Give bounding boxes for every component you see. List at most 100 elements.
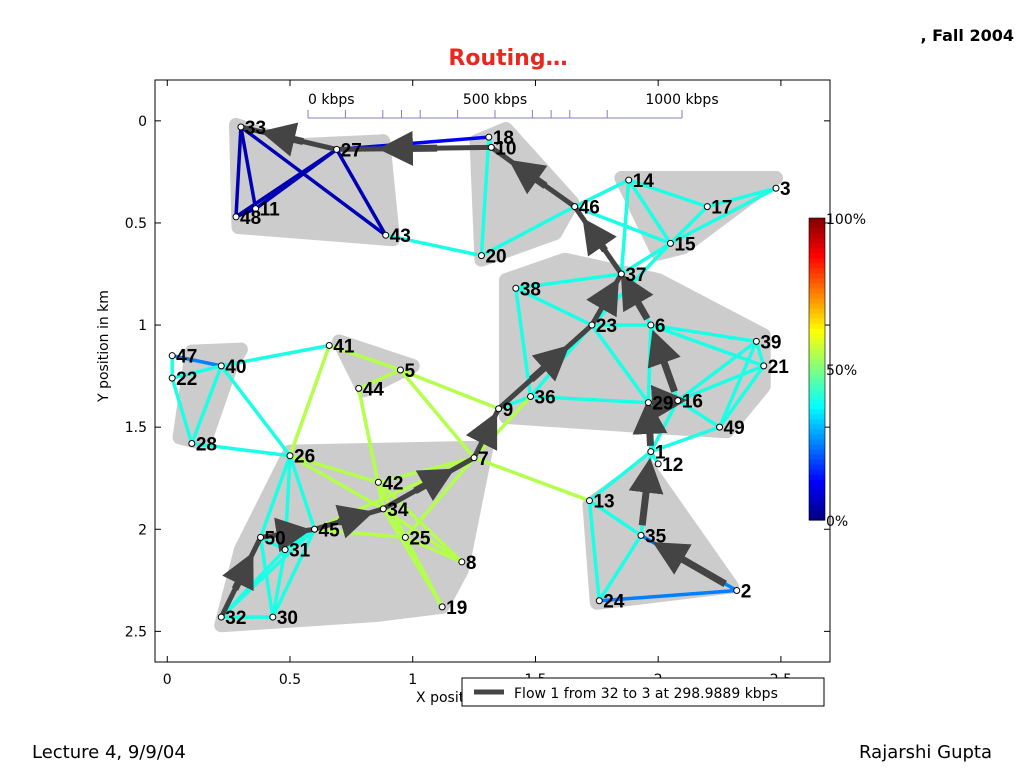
node-point [252, 205, 260, 213]
node-point [281, 546, 289, 554]
colorbar-band [809, 363, 825, 370]
course-label: , Fall 2004 [920, 26, 1014, 45]
colorbar-band [809, 374, 825, 380]
node-point [470, 454, 478, 462]
node-label-41: 41 [333, 336, 355, 357]
link-line [668, 186, 778, 246]
link-line [403, 535, 444, 609]
node-label-29: 29 [652, 394, 673, 415]
colorbar-band [809, 343, 825, 350]
node-label-11: 11 [260, 200, 281, 221]
plot-frame [154, 79, 831, 663]
link-line [190, 441, 292, 458]
node-label-26: 26 [294, 447, 315, 468]
node-label-5: 5 [404, 361, 415, 382]
y-tick-label: 2 [138, 522, 147, 538]
colorbar-band [809, 499, 825, 506]
slide-title: Routing… [448, 46, 568, 71]
colorbar-band [809, 419, 825, 425]
node-label-25: 25 [409, 528, 431, 549]
link-line [649, 323, 759, 344]
colorbar-band [809, 263, 825, 269]
flow-arrow [508, 159, 548, 195]
colorbar-band [809, 444, 825, 451]
node-label-15: 15 [674, 234, 696, 255]
colorbar-label: 50% [826, 363, 857, 379]
colorbar-band [809, 253, 825, 259]
node-point [458, 558, 466, 566]
link-line [676, 339, 759, 403]
link-line [398, 368, 476, 460]
colorbar-band [809, 358, 825, 365]
link-line [219, 364, 292, 458]
node-label-18: 18 [493, 128, 514, 149]
cluster-region [469, 122, 580, 267]
colorbar-frame [808, 217, 826, 521]
node-point [217, 613, 225, 621]
colorbar-band [809, 434, 825, 441]
node-point [379, 505, 387, 513]
footer-author: Rajarshi Gupta [859, 742, 992, 763]
node-label-44: 44 [363, 379, 385, 400]
node-label-46: 46 [579, 198, 600, 219]
node-label-24: 24 [603, 592, 625, 613]
link-line [327, 343, 403, 372]
link-line [590, 323, 651, 405]
node-point [625, 176, 633, 184]
colorbar-band [809, 429, 825, 436]
colorbar-band [809, 303, 825, 310]
colorbar-band [809, 464, 825, 471]
node-point [355, 384, 363, 392]
node-point [716, 423, 724, 431]
link-line [597, 588, 739, 603]
colorbar-band [809, 353, 825, 360]
link-line [514, 272, 624, 291]
node-label-16: 16 [682, 392, 703, 413]
node-label-19: 19 [446, 598, 467, 619]
colorbar-band [809, 273, 825, 279]
colorbar-band [809, 218, 825, 224]
node-label-28: 28 [196, 434, 217, 455]
flow-arrow [377, 130, 438, 166]
link-line [234, 147, 339, 219]
node-point [527, 393, 535, 401]
flow-arrow [335, 504, 374, 539]
node-label-50: 50 [265, 528, 286, 549]
scale-label: 0 kbps [308, 92, 355, 108]
node-point [733, 587, 741, 595]
link-line [219, 343, 332, 368]
node-label-35: 35 [645, 526, 667, 547]
colorbar-band [809, 258, 825, 264]
link-line [479, 135, 491, 258]
node-label-42: 42 [382, 473, 403, 494]
colorbar-band [809, 409, 825, 415]
node-point [674, 397, 682, 405]
flow-arrow [650, 384, 688, 420]
link-line [626, 178, 673, 246]
y-tick-label: 1 [138, 318, 147, 334]
colorbar-band [809, 394, 825, 400]
flow-arrow [620, 273, 654, 321]
colorbar-band [809, 379, 825, 385]
link-line [381, 507, 464, 564]
colorbar-band [809, 449, 825, 456]
link-line [239, 125, 258, 211]
colorbar-band [809, 293, 825, 300]
link-line [288, 453, 386, 511]
colorbar-band [809, 298, 825, 305]
colorbar-band [809, 504, 825, 511]
node-label-13: 13 [593, 492, 614, 513]
node-point [232, 213, 240, 221]
node-point [647, 321, 655, 329]
link-line [754, 339, 766, 368]
colorbar-band [809, 243, 825, 249]
colorbar-band [809, 489, 825, 496]
node-point [637, 531, 645, 539]
colorbar-band [809, 414, 825, 420]
x-tick-label: 0.5 [279, 672, 301, 688]
node-label-14: 14 [633, 171, 655, 192]
link-line [479, 204, 577, 258]
link-line [356, 368, 403, 391]
colorbar-band [809, 439, 825, 446]
flow-layer [218, 122, 727, 620]
